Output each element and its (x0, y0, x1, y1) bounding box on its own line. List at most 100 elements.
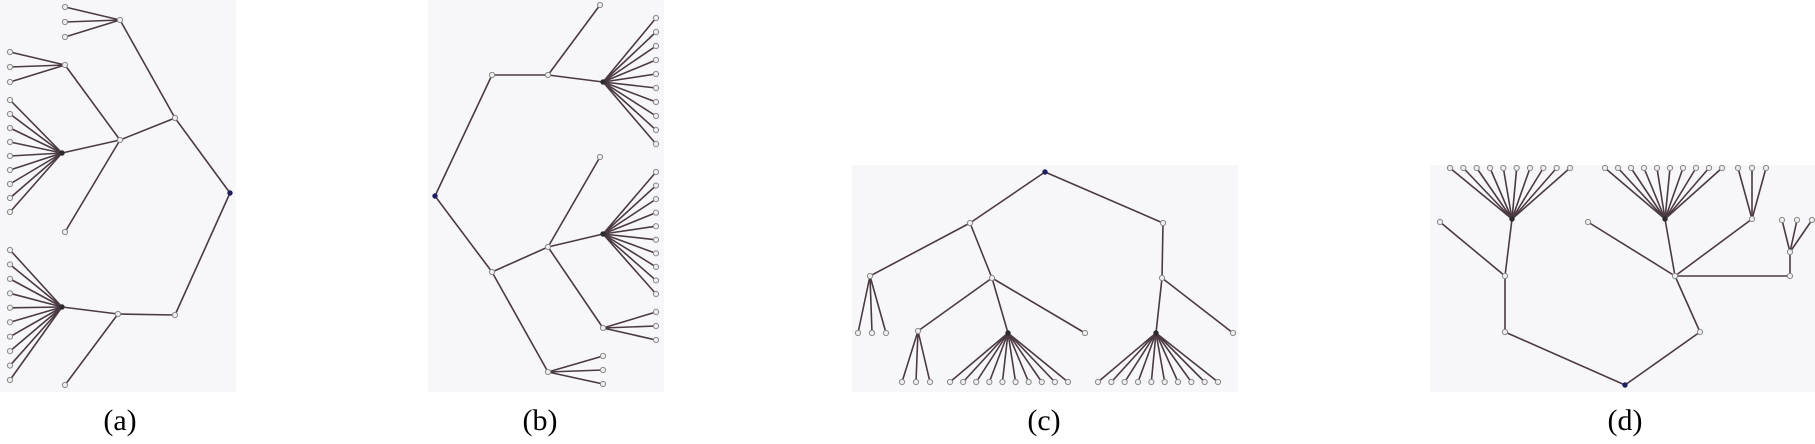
d-edge (1664, 167, 1684, 220)
a-edge (117, 313, 176, 316)
b-edge (547, 4, 601, 76)
c-leaf (1012, 378, 1019, 386)
b-edge (602, 59, 657, 83)
d-node (1786, 248, 1794, 256)
b-node (599, 324, 607, 332)
c-edge (1044, 171, 1164, 224)
a-edge (174, 192, 231, 316)
a-root (227, 190, 233, 196)
d-leaf (1692, 164, 1700, 172)
c-leaf (1038, 378, 1045, 386)
a-edge (9, 99, 63, 154)
d-leaf (1446, 164, 1454, 172)
a-edge (9, 249, 63, 308)
c-edge (1007, 332, 1069, 383)
d-edge (1511, 167, 1545, 220)
d-leaf (1627, 164, 1635, 172)
d-leaf (1584, 218, 1592, 226)
d-leaf (1540, 164, 1547, 172)
b-leaf (652, 42, 660, 50)
a-edge (9, 278, 63, 308)
a-edge (9, 64, 66, 68)
d-edge (1617, 167, 1666, 220)
a-leaf (6, 124, 14, 132)
c-edge (1007, 332, 1017, 383)
b-edge (602, 31, 657, 83)
d-root (1622, 382, 1628, 388)
c-edge (988, 332, 1009, 383)
d-edge (1643, 167, 1666, 220)
c-leaf (1064, 378, 1072, 386)
b-leaf (652, 263, 660, 270)
d-edge (1664, 167, 1671, 220)
b-leaf (652, 28, 660, 36)
a-leaf (6, 48, 14, 56)
c-edge (975, 332, 1009, 383)
d-leaf (1473, 164, 1480, 172)
c-leaf (854, 329, 862, 337)
panel-d (1430, 165, 1815, 392)
c-edge (1001, 332, 1009, 383)
b-edge (602, 81, 657, 89)
d-edge (1789, 219, 1798, 253)
d-edge (1656, 167, 1666, 220)
b-leaf (652, 56, 660, 64)
b-edge (602, 81, 657, 131)
d-leaf (1734, 164, 1742, 172)
b-leaf (652, 209, 660, 216)
d-leaf (1653, 164, 1661, 172)
d-leaf (1808, 216, 1815, 224)
a-edge (9, 306, 63, 381)
c-edge (1137, 332, 1157, 383)
c-leaf (1148, 378, 1155, 386)
c-edge (969, 171, 1046, 224)
d-leaf (1640, 164, 1648, 172)
b-leaf (652, 182, 660, 189)
a-edge (64, 6, 121, 21)
c-hub (1153, 330, 1159, 336)
b-leaf (652, 322, 660, 330)
caption-d: (d) (1607, 404, 1643, 437)
b-node (544, 368, 552, 376)
c-edge (901, 330, 919, 383)
a-edge (9, 306, 63, 338)
d-hub (1509, 216, 1515, 222)
d-node (1786, 272, 1794, 280)
b-edge (547, 233, 604, 248)
c-leaf (960, 378, 967, 386)
b-leaf (652, 168, 660, 176)
a-edge (9, 292, 63, 308)
b-edge (602, 184, 657, 235)
b-leaf (652, 140, 660, 148)
b-edge (434, 195, 493, 273)
b-leaf (652, 236, 660, 243)
caption-b: (b) (522, 404, 558, 437)
a-edge (64, 139, 121, 233)
b-node (488, 71, 496, 79)
b-edge (602, 73, 657, 83)
c-leaf (926, 378, 934, 386)
c-node (866, 272, 874, 280)
a-leaf (6, 194, 14, 202)
b-edge (547, 74, 604, 83)
b-edge (602, 17, 657, 83)
a-edge (64, 313, 119, 386)
b-leaf (652, 84, 660, 92)
b-edge (602, 81, 657, 103)
c-node (1158, 274, 1166, 282)
b-edge (602, 311, 657, 329)
c-leaf (882, 329, 890, 337)
a-leaf (6, 152, 14, 160)
c-leaf (1174, 378, 1182, 386)
d-edge (1511, 167, 1518, 220)
a-edge (9, 141, 63, 154)
b-edge (434, 74, 493, 197)
b-leaf (652, 98, 660, 106)
c-edge (1007, 332, 1043, 383)
c-edge (1155, 332, 1206, 383)
c-edge (1161, 222, 1164, 279)
c-edge (1161, 277, 1234, 334)
a-edge (119, 117, 176, 141)
b-node (544, 71, 552, 79)
